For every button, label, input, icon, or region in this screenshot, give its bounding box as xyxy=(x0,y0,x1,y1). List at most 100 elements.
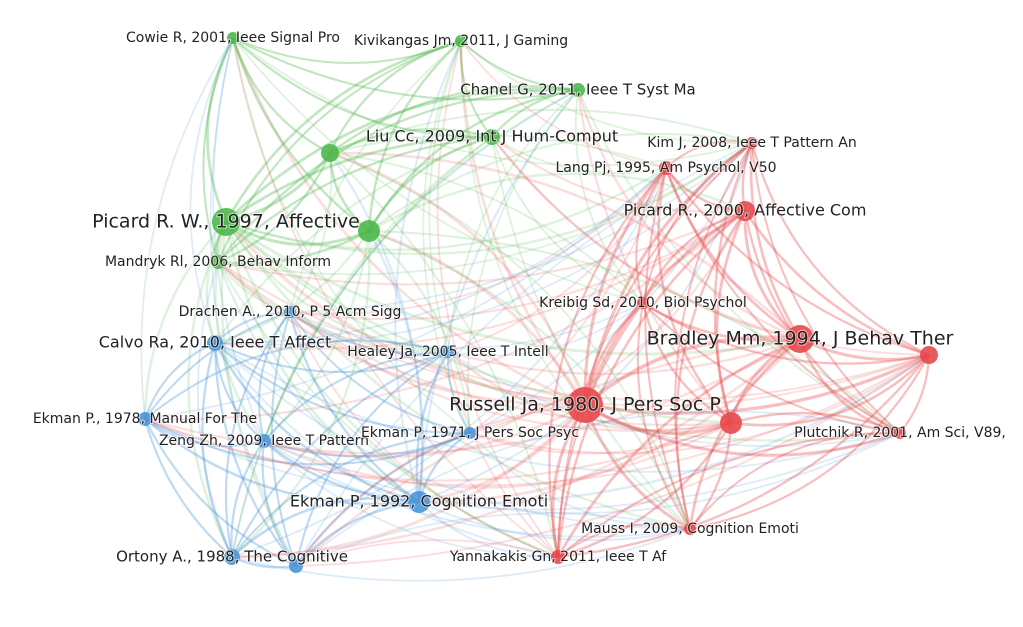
edge xyxy=(231,37,370,232)
edge xyxy=(289,40,462,313)
node xyxy=(567,387,603,423)
edge xyxy=(491,88,579,138)
edge xyxy=(232,37,579,101)
node xyxy=(786,325,814,353)
edge xyxy=(263,136,493,442)
node-label: Yannakakis Gn, 2011, Ieee T Af xyxy=(449,549,667,565)
labels: Cowie R, 2001, Ieee Signal Pro Kivikangas… xyxy=(32,29,1007,567)
edge xyxy=(641,209,746,304)
edge xyxy=(447,351,559,558)
edge xyxy=(491,136,644,304)
edge xyxy=(232,37,471,434)
edge xyxy=(418,354,930,505)
node-label: Russell Ja, 1980, J Pers Soc P xyxy=(449,394,721,416)
edge xyxy=(231,431,471,558)
edge xyxy=(289,142,753,313)
edge xyxy=(295,500,420,567)
edge xyxy=(206,37,235,223)
edge xyxy=(469,142,753,434)
edge xyxy=(418,338,802,504)
edge xyxy=(231,230,371,558)
edge xyxy=(214,342,691,530)
node xyxy=(227,32,239,44)
edge xyxy=(460,40,691,530)
node xyxy=(464,427,476,439)
edge xyxy=(216,261,420,503)
edge xyxy=(715,210,747,424)
node xyxy=(746,137,758,149)
edge xyxy=(231,37,331,154)
edge xyxy=(635,167,667,304)
edge xyxy=(329,151,801,340)
edge xyxy=(329,108,753,154)
edge xyxy=(224,221,559,559)
edge xyxy=(144,418,471,466)
node-label: Ortony A., 1988, The Cognitive xyxy=(116,548,348,566)
edge xyxy=(209,37,297,567)
node-label: Picard R., 2000, Affective Com xyxy=(624,201,867,220)
node xyxy=(321,144,339,162)
edge xyxy=(225,152,332,224)
edge xyxy=(329,152,644,304)
node xyxy=(571,83,585,97)
edge xyxy=(263,432,901,514)
edge xyxy=(144,311,291,420)
edge xyxy=(689,354,930,531)
edge xyxy=(214,230,370,345)
edge xyxy=(263,432,471,458)
edge xyxy=(143,341,216,420)
edge xyxy=(583,209,746,406)
edge xyxy=(231,404,587,559)
node-label: Lang Pj, 1995, Am Psychol, V50 xyxy=(555,160,776,176)
edge xyxy=(212,37,265,442)
edge xyxy=(144,210,746,421)
node-label: Bradley Mm, 1994, J Behav Ther xyxy=(647,328,954,350)
edge xyxy=(367,88,579,232)
node xyxy=(284,306,296,318)
edge xyxy=(232,37,462,64)
edge xyxy=(217,261,291,313)
node xyxy=(289,559,303,573)
node xyxy=(720,412,742,434)
edge xyxy=(217,135,493,263)
edge xyxy=(214,342,559,558)
edge xyxy=(557,354,930,559)
edge xyxy=(214,142,753,346)
edge xyxy=(665,167,901,434)
edge xyxy=(295,337,801,567)
edge xyxy=(144,339,449,420)
edge xyxy=(196,261,233,558)
edge xyxy=(329,151,587,406)
edge xyxy=(418,501,691,542)
edge xyxy=(232,37,493,139)
edge xyxy=(225,220,801,356)
node xyxy=(408,491,430,513)
edge xyxy=(225,166,667,252)
edge xyxy=(187,221,234,558)
edge xyxy=(368,132,753,232)
edge xyxy=(213,342,420,504)
edge xyxy=(556,142,753,558)
node xyxy=(735,201,755,221)
edge xyxy=(583,167,668,406)
edge xyxy=(418,404,587,504)
edge xyxy=(225,87,579,223)
node xyxy=(442,346,454,358)
edge xyxy=(143,221,227,420)
edge xyxy=(367,230,425,503)
edge xyxy=(144,418,901,511)
edge xyxy=(675,210,746,530)
edge xyxy=(446,351,471,434)
node-label: Mauss I, 2009, Cognition Emoti xyxy=(581,521,799,537)
edge xyxy=(422,40,471,434)
edge xyxy=(467,89,579,434)
edge xyxy=(288,311,420,503)
edge xyxy=(557,422,733,559)
node-label: Drachen A., 2010, P 5 Acm Sigg xyxy=(179,304,402,320)
edge xyxy=(217,152,332,264)
edge xyxy=(548,167,667,558)
edge xyxy=(225,221,691,531)
edge xyxy=(214,136,493,344)
edge xyxy=(469,422,732,455)
edge xyxy=(144,167,667,420)
